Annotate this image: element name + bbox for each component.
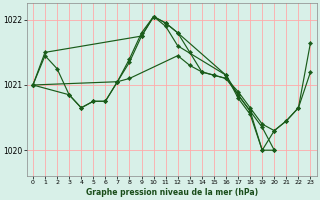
X-axis label: Graphe pression niveau de la mer (hPa): Graphe pression niveau de la mer (hPa) xyxy=(86,188,258,197)
